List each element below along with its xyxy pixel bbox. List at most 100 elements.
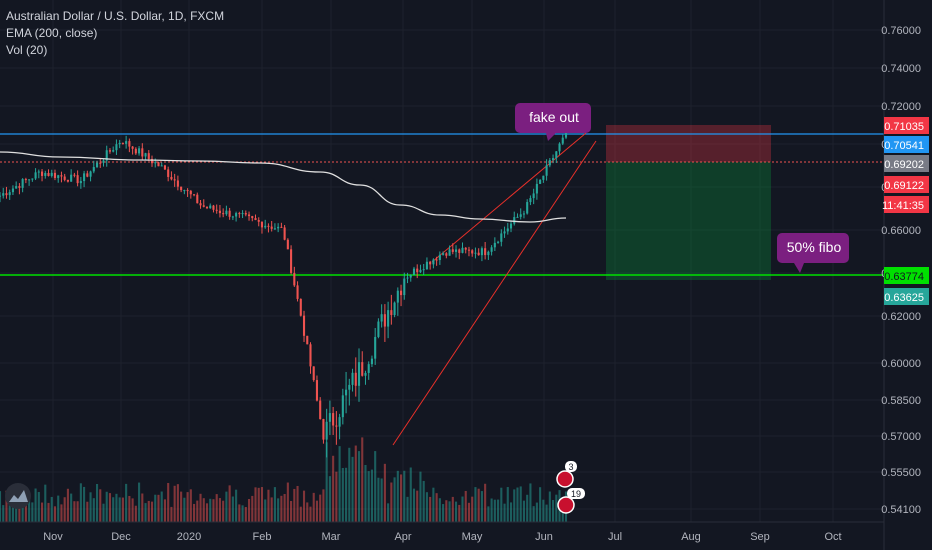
fibo-label: 50% fibo — [787, 239, 842, 255]
volume-bar — [47, 502, 50, 522]
candle-body — [8, 192, 11, 196]
candle-body — [163, 165, 166, 170]
volume-bar — [552, 500, 555, 522]
candles — [0, 129, 568, 458]
candle-body — [286, 239, 289, 250]
volume-bar — [205, 503, 209, 522]
candle-body — [196, 194, 199, 204]
price-label-target-bg — [884, 288, 929, 305]
volume-bar — [222, 500, 225, 522]
candle-body — [539, 179, 542, 184]
volume-bar — [112, 497, 115, 522]
price-tick-label: 0.66000 — [881, 225, 921, 237]
volume-bar — [484, 483, 487, 522]
volume-bar — [241, 505, 244, 522]
fibo-annotation[interactable]: 50% fibo — [777, 233, 849, 273]
candle-body — [21, 179, 24, 188]
tradingview-logo-icon[interactable] — [5, 483, 31, 509]
candle-body — [464, 247, 467, 250]
time-tick-label: 2020 — [177, 531, 201, 543]
wedge-lower-line[interactable] — [392, 140, 597, 446]
candle-body — [128, 141, 131, 147]
time-tick-label: Apr — [394, 531, 411, 543]
candle-body — [257, 220, 260, 222]
candle-body — [345, 389, 348, 396]
volume-bar — [513, 489, 516, 522]
time-tick-label: Jul — [608, 531, 622, 543]
flag-badge-icon-1[interactable] — [556, 470, 574, 488]
candle-body — [506, 228, 509, 232]
volume-bar — [471, 496, 474, 522]
volume-bar — [497, 499, 500, 522]
time-tick-label: Sep — [750, 531, 770, 543]
candle-body — [95, 162, 99, 168]
price-label-stop: 0.71035 — [884, 121, 924, 133]
volume-bar — [328, 476, 331, 522]
volume-bar — [302, 490, 306, 522]
candle-body — [118, 142, 121, 145]
flag-badge-icon-2[interactable] — [557, 496, 575, 514]
volume-bar — [532, 506, 535, 522]
candle-body — [377, 321, 380, 337]
candle-body — [516, 216, 519, 218]
candle-body — [299, 298, 302, 316]
stop-loss-zone[interactable] — [606, 125, 771, 162]
candle-body — [215, 209, 218, 211]
fake-out-bubble — [515, 103, 591, 141]
price-label-current: 0.69122 — [884, 180, 924, 192]
volume-bar — [108, 493, 112, 522]
candle-body — [529, 198, 532, 203]
volume-bar — [144, 503, 147, 522]
countdown-timer-bg — [884, 196, 929, 213]
candle-body — [519, 214, 522, 217]
candle-body — [89, 171, 92, 177]
ema-line[interactable] — [0, 151, 567, 223]
volume-bar — [167, 482, 170, 522]
volume-bar — [539, 487, 542, 522]
volume-bar — [238, 504, 241, 522]
volume-bar — [31, 502, 34, 522]
volume-bar — [542, 499, 545, 522]
legend-volume[interactable]: Vol (20) — [6, 43, 48, 57]
price-tick-label: 0.55500 — [881, 467, 921, 479]
price-label-resistance-bg — [884, 136, 929, 153]
wedge-upper-line[interactable] — [431, 132, 587, 263]
economic-events[interactable]: 3 19 — [556, 461, 585, 514]
volume-bar — [273, 487, 276, 522]
volume-bar — [286, 482, 289, 522]
volume-bar — [422, 480, 425, 522]
volume-bar — [218, 498, 221, 522]
time-axis[interactable]: Nov Dec 2020 Feb Mar Apr May Jun Jul Aug Sep Oct — [0, 521, 884, 543]
legend-ema[interactable]: EMA (200, close) — [6, 26, 98, 40]
volume-bar — [315, 500, 319, 522]
volume-bar — [406, 496, 409, 522]
volume-bar — [66, 488, 69, 522]
candle-body — [134, 148, 137, 154]
volume-bar — [270, 497, 273, 522]
candle-body — [47, 172, 50, 176]
volume-bar — [231, 496, 234, 522]
candle-body — [558, 143, 561, 152]
candle-body — [241, 213, 244, 215]
time-tick-label: Feb — [253, 531, 272, 543]
volume-bar — [370, 469, 373, 522]
candle-body — [186, 190, 189, 192]
take-profit-zone[interactable] — [606, 162, 771, 280]
candle-body — [383, 314, 386, 327]
candle-body — [92, 167, 95, 172]
legend-title[interactable]: Australian Dollar / U.S. Dollar, 1D, FXC… — [6, 9, 225, 23]
fake-out-annotation[interactable]: fake out — [515, 103, 591, 141]
candle-body — [60, 175, 63, 177]
volume-bar — [448, 501, 451, 522]
candle-body — [131, 146, 134, 149]
candle-body — [467, 249, 471, 251]
candle-body — [209, 205, 212, 209]
volume-bar — [70, 493, 73, 522]
candle-body — [173, 179, 176, 181]
volume-bar — [493, 499, 496, 522]
candle-body — [79, 181, 82, 184]
volume-bar — [76, 501, 79, 522]
candle-body — [293, 272, 296, 286]
